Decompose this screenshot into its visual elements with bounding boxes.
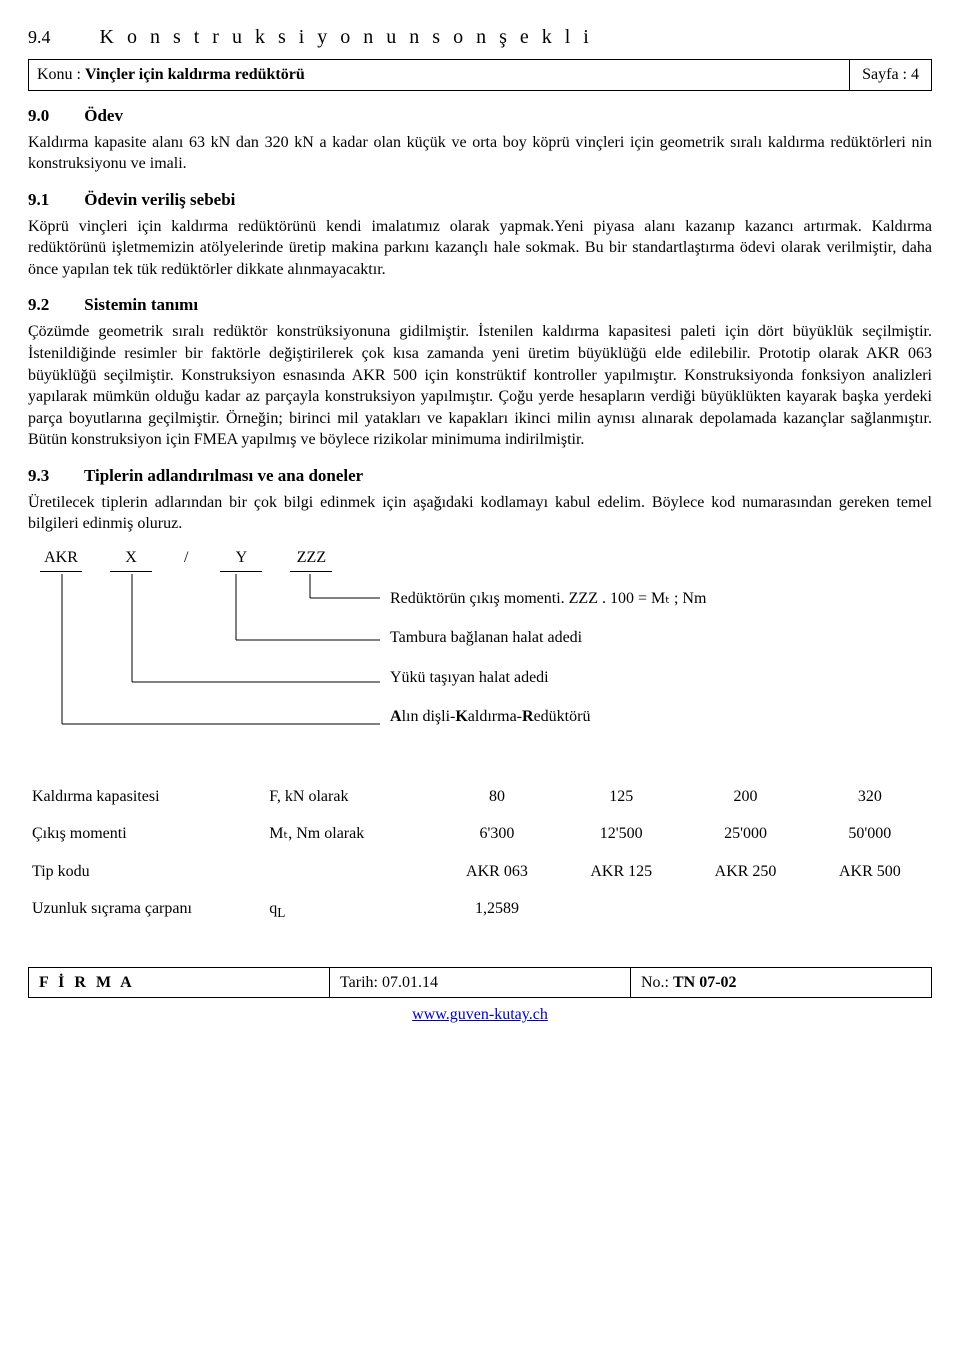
topic-box: Konu : Vinçler için kaldırma redüktörü S… xyxy=(28,59,932,91)
footer-firm: F İ R M A xyxy=(29,968,330,998)
table-row: Çıkış momenti Mₜ, Nm olarak 6'300 12'500… xyxy=(28,815,932,853)
row-label: Tip kodu xyxy=(28,853,265,891)
tree-lines-icon xyxy=(40,574,390,754)
page-label: Sayfa : xyxy=(862,66,907,83)
tree-label-alin: Alın dişli-Kaldırma-Redüktörü xyxy=(390,706,930,728)
cell: 200 xyxy=(683,778,807,816)
heading-num: 9.0 xyxy=(28,105,80,128)
heading-title: Sistemin tanımı xyxy=(84,295,198,314)
page-number: 4 xyxy=(911,66,919,83)
code-tree: AKR X / Y ZZZ Redüktörün çıkış momenti. … xyxy=(28,547,932,754)
footer-date: Tarih: 07.01.14 xyxy=(330,968,631,998)
cell xyxy=(683,890,807,930)
code-cell-zzz: ZZZ xyxy=(290,547,332,572)
body-9-0: Kaldırma kapasite alanı 63 kN dan 320 kN… xyxy=(28,132,932,175)
footer-no-label: No.: xyxy=(641,974,669,991)
section-header: 9.4 K o n s t r u k s i y o n u n s o n … xyxy=(28,24,932,51)
cell xyxy=(559,890,683,930)
body-9-2: Çözümde geometrik sıralı redüktör konstr… xyxy=(28,321,932,451)
spec-table: Kaldırma kapasitesi F, kN olarak 80 125 … xyxy=(28,778,932,931)
heading-num: 9.3 xyxy=(28,465,80,488)
cell: AKR 063 xyxy=(435,853,559,891)
footer-no: No.: TN 07-02 xyxy=(631,968,931,998)
code-cell-y: Y xyxy=(220,547,262,572)
table-row: Uzunluk sıçrama çarpanı qL 1,2589 xyxy=(28,890,932,930)
heading-title: Tiplerin adlandırılması ve ana doneler xyxy=(84,466,363,485)
footer-date-label: Tarih: xyxy=(340,974,378,991)
cell: AKR 125 xyxy=(559,853,683,891)
row-label: Uzunluk sıçrama çarpanı xyxy=(28,890,265,930)
heading-9-3: 9.3 Tiplerin adlandırılması ve ana donel… xyxy=(28,465,932,488)
cell: 1,2589 xyxy=(435,890,559,930)
tree-labels: Redüktörün çıkış momenti. ZZZ . 100 = Mₜ… xyxy=(390,574,930,728)
heading-9-1: 9.1 Ödevin veriliş sebebi xyxy=(28,189,932,212)
cell: 25'000 xyxy=(683,815,807,853)
topic-subject: Vinçler için kaldırma redüktörü xyxy=(85,66,305,83)
section-number: 9.4 xyxy=(28,27,51,47)
row-symbol: qL xyxy=(265,890,435,930)
body-9-1: Köprü vinçleri için kaldırma redüktörünü… xyxy=(28,216,932,281)
tree-diagram: Redüktörün çıkış momenti. ZZZ . 100 = Mₜ… xyxy=(40,574,932,754)
cell: 50'000 xyxy=(808,815,932,853)
cell: 320 xyxy=(808,778,932,816)
row-symbol xyxy=(265,853,435,891)
row-symbol: Mₜ, Nm olarak xyxy=(265,815,435,853)
code-cell-slash: / xyxy=(180,547,192,572)
heading-num: 9.2 xyxy=(28,294,80,317)
cell: 6'300 xyxy=(435,815,559,853)
body-9-3: Üretilecek tiplerin adlarından bir çok b… xyxy=(28,492,932,535)
footer-date-value: 07.01.14 xyxy=(382,974,438,991)
code-cell-x: X xyxy=(110,547,152,572)
tree-label-moment: Redüktörün çıkış momenti. ZZZ . 100 = Mₜ… xyxy=(390,588,930,610)
cell: 125 xyxy=(559,778,683,816)
tree-label-tambur: Tambura bağlanan halat adedi xyxy=(390,627,930,649)
heading-title: Ödev xyxy=(84,106,123,125)
code-cell-akr: AKR xyxy=(40,547,82,572)
table-row: Kaldırma kapasitesi F, kN olarak 80 125 … xyxy=(28,778,932,816)
site-link[interactable]: www.guven-kutay.ch xyxy=(28,1004,932,1026)
topic-right: Sayfa : 4 xyxy=(850,60,931,90)
row-label: Çıkış momenti xyxy=(28,815,265,853)
table-row: Tip kodu AKR 063 AKR 125 AKR 250 AKR 500 xyxy=(28,853,932,891)
code-row: AKR X / Y ZZZ xyxy=(40,547,932,572)
cell: 12'500 xyxy=(559,815,683,853)
cell: 80 xyxy=(435,778,559,816)
section-title: K o n s t r u k s i y o n u n s o n ş e … xyxy=(100,26,593,48)
row-symbol: F, kN olarak xyxy=(265,778,435,816)
footer-box: F İ R M A Tarih: 07.01.14 No.: TN 07-02 xyxy=(28,967,932,999)
cell: AKR 500 xyxy=(808,853,932,891)
row-label: Kaldırma kapasitesi xyxy=(28,778,265,816)
tree-label-yuk: Yükü taşıyan halat adedi xyxy=(390,667,930,689)
cell: AKR 250 xyxy=(683,853,807,891)
heading-9-0: 9.0 Ödev xyxy=(28,105,932,128)
heading-title: Ödevin veriliş sebebi xyxy=(84,190,235,209)
cell xyxy=(808,890,932,930)
heading-num: 9.1 xyxy=(28,189,80,212)
footer-no-value: TN 07-02 xyxy=(673,974,737,991)
heading-9-2: 9.2 Sistemin tanımı xyxy=(28,294,932,317)
topic-left: Konu : Vinçler için kaldırma redüktörü xyxy=(29,60,850,90)
topic-label: Konu : xyxy=(37,66,81,83)
